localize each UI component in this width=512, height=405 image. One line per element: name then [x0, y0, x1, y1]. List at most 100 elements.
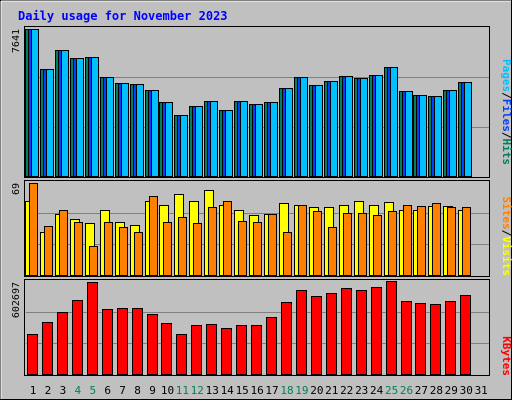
- bar-pages-day-22: [345, 76, 353, 177]
- bar-sites-day-15: [238, 221, 247, 276]
- x-label-day: 6: [104, 384, 111, 397]
- bar-sites-day-14: [223, 201, 232, 276]
- bar-sites-day-30: [462, 207, 471, 276]
- bar-sites-day-26: [403, 205, 412, 276]
- bar-sites-day-23: [358, 213, 367, 276]
- bar-kbytes-day-30: [460, 295, 471, 375]
- x-label-day: 2: [45, 384, 52, 397]
- bars-bottom: [27, 281, 471, 375]
- bar-kbytes-day-1: [27, 334, 38, 375]
- bar-kbytes-day-13: [206, 324, 217, 375]
- bar-pages-day-5: [91, 57, 99, 177]
- bar-sites-day-11: [178, 217, 187, 276]
- bar-pages-day-20: [315, 85, 323, 177]
- bar-pages-day-27: [419, 95, 427, 177]
- bar-pages-day-3: [61, 50, 69, 177]
- bar-sites-day-17: [268, 214, 277, 276]
- bar-sites-day-7: [119, 227, 128, 276]
- x-axis-labels: 1 2 3 4 5 6 7 8 9 10 11 12 13 14 15 16 17 18 19 20 21 22 23 24 2…: [30, 384, 488, 397]
- panel-hits-files-pages: 7641: [11, 26, 490, 178]
- bar-pages-day-2: [46, 69, 54, 177]
- bar-pages-day-16: [255, 104, 263, 177]
- bar-kbytes-day-16: [251, 325, 262, 375]
- bar-sites-day-25: [388, 211, 397, 276]
- bar-sites-day-20: [313, 211, 322, 276]
- legend-entry-pages: Pages: [500, 59, 512, 92]
- legend-entry-slash: /: [500, 92, 512, 99]
- bar-sites-day-2: [44, 226, 53, 276]
- bar-pages-day-30: [464, 82, 472, 177]
- bar-pages-day-28: [434, 96, 442, 177]
- panel-kbytes: 602697: [11, 279, 490, 376]
- bar-sites-day-13: [208, 207, 217, 276]
- bar-kbytes-day-7: [117, 308, 128, 375]
- bar-sites-day-9: [149, 196, 158, 276]
- x-label-day: 28: [430, 384, 443, 397]
- bar-pages-day-26: [405, 91, 413, 177]
- legend-entry-visits: Visits: [500, 236, 512, 276]
- x-label-day: 12: [191, 384, 204, 397]
- x-label-day: 13: [206, 384, 219, 397]
- bar-kbytes-day-3: [57, 312, 68, 375]
- x-label-day: 27: [415, 384, 428, 397]
- bars-top: [25, 29, 472, 177]
- bar-kbytes-day-15: [236, 325, 247, 375]
- x-label-day: 3: [60, 384, 67, 397]
- legend-text-top: Pages/Files/Hits: [500, 59, 512, 165]
- bar-sites-day-5: [89, 246, 98, 276]
- bar-kbytes-day-18: [281, 302, 292, 375]
- bar-sites-day-6: [104, 222, 113, 276]
- bar-pages-day-11: [180, 115, 188, 177]
- x-label-day: 9: [149, 384, 156, 397]
- legend-entry-sites: Sites: [500, 197, 512, 230]
- bar-kbytes-day-6: [102, 309, 113, 375]
- bar-pages-day-29: [449, 90, 457, 177]
- bar-pages-day-12: [195, 106, 203, 177]
- bar-pages-day-7: [121, 83, 129, 177]
- panel-sites-visits: 69: [11, 180, 490, 277]
- x-label-day: 30: [460, 384, 473, 397]
- bar-kbytes-day-11: [176, 334, 187, 375]
- bar-kbytes-day-24: [371, 287, 382, 375]
- bar-sites-day-29: [447, 207, 456, 276]
- bar-kbytes-day-17: [266, 317, 277, 375]
- bar-sites-day-3: [59, 210, 68, 276]
- x-label-day: 1: [30, 384, 37, 397]
- bar-kbytes-day-25: [386, 281, 397, 375]
- x-label-day: 31: [475, 384, 488, 397]
- x-label-day: 17: [265, 384, 278, 397]
- x-label-day: 16: [250, 384, 263, 397]
- legend-entry-slash: /: [500, 230, 512, 237]
- legend-entry-hits: Hits: [500, 139, 512, 166]
- bar-pages-day-15: [240, 101, 248, 177]
- bar-kbytes-day-12: [191, 325, 202, 375]
- x-label-day: 20: [310, 384, 323, 397]
- bar-sites-day-27: [417, 206, 426, 276]
- bar-pages-day-25: [390, 67, 398, 177]
- bar-kbytes-day-5: [87, 282, 98, 375]
- y-max-label-top: 7641: [11, 29, 22, 53]
- legend-entry-kbytes: KBytes: [500, 336, 512, 376]
- x-label-day: 11: [176, 384, 189, 397]
- x-label-day: 22: [340, 384, 353, 397]
- bar-pages-day-18: [285, 88, 293, 177]
- x-label-day: 5: [89, 384, 96, 397]
- legend-entry-files: Files: [500, 99, 512, 132]
- bar-pages-day-9: [151, 90, 159, 177]
- legend-top: Pages/Files/Hits: [500, 59, 512, 165]
- bars-middle: [25, 183, 471, 276]
- bar-sites-day-1: [29, 183, 38, 276]
- bar-kbytes-day-14: [221, 328, 232, 375]
- bar-kbytes-day-19: [296, 290, 307, 375]
- x-label-day: 29: [445, 384, 458, 397]
- legend-text-bottom: KBytes: [500, 336, 512, 376]
- x-label-day: 10: [161, 384, 174, 397]
- bar-kbytes-day-2: [42, 322, 53, 375]
- bar-sites-day-21: [328, 227, 337, 276]
- bar-kbytes-day-22: [341, 288, 352, 375]
- bar-sites-day-8: [134, 232, 143, 276]
- x-label-day: 7: [119, 384, 126, 397]
- bar-pages-day-4: [76, 58, 84, 177]
- bar-kbytes-day-26: [401, 301, 412, 375]
